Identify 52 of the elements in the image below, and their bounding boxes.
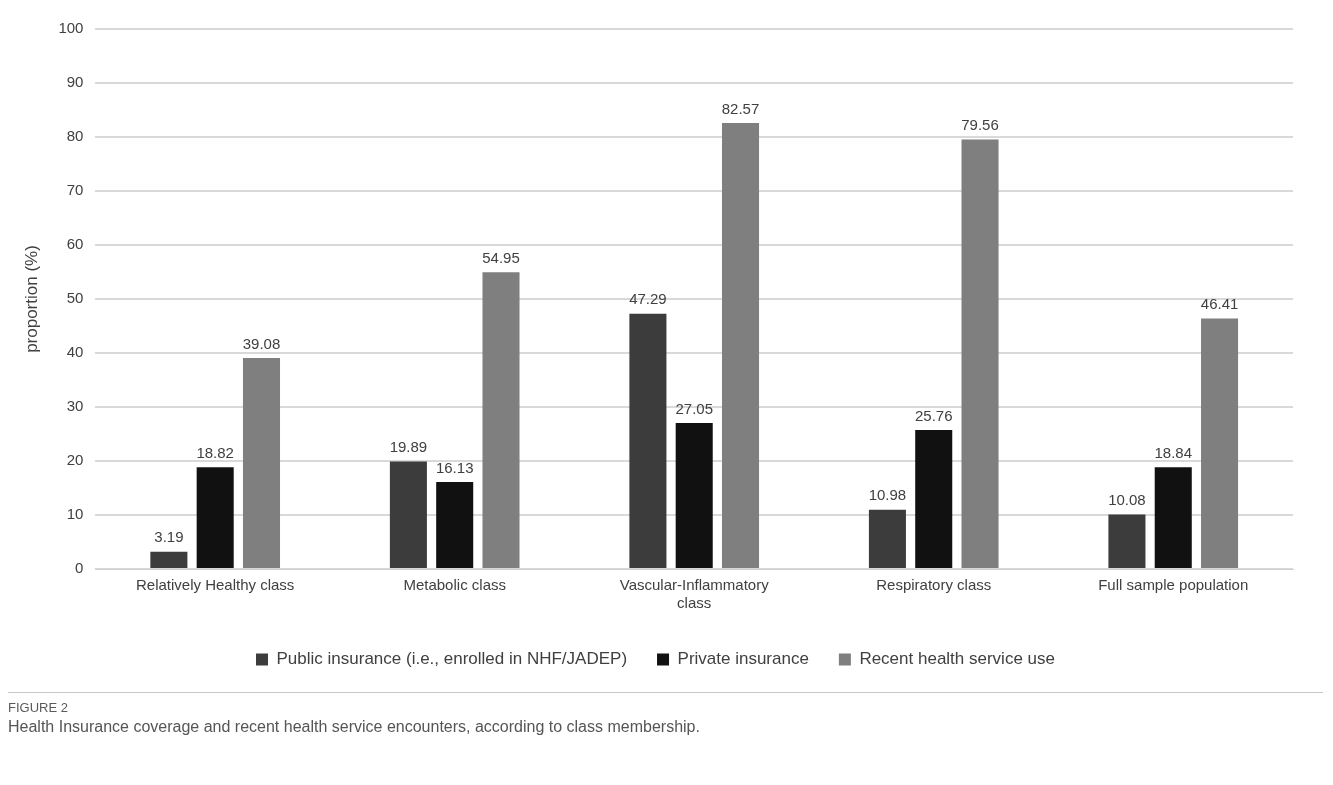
data-label: 46.41 — [1200, 295, 1239, 313]
data-label: 3.19 — [154, 528, 184, 546]
y-tick-label: 0 — [75, 559, 84, 577]
y-tick-label: 40 — [66, 343, 84, 361]
data-label: 47.29 — [629, 290, 667, 308]
y-tick-label: 100 — [58, 19, 84, 37]
legend-label: Public insurance (i.e., enrolled in NHF/JADEP) — [276, 649, 628, 669]
y-tick-label: 80 — [66, 127, 84, 145]
bar — [436, 481, 474, 568]
bar — [1201, 318, 1239, 568]
x-tick-label: Full sample population — [1098, 576, 1249, 594]
bar — [1108, 514, 1146, 568]
data-label: 54.95 — [482, 248, 520, 266]
x-tick-label: Metabolic class — [403, 576, 506, 594]
x-tick-label: Respiratory class — [876, 576, 992, 594]
bar — [389, 461, 427, 568]
y-tick-label: 70 — [66, 181, 84, 199]
data-label: 10.98 — [868, 486, 907, 504]
data-label: 19.89 — [389, 438, 428, 456]
y-tick-label: 30 — [66, 397, 84, 415]
caption: FIGURE 2 — [8, 700, 69, 715]
data-label: 18.82 — [196, 444, 234, 462]
legend-label: Recent health service use — [859, 649, 1055, 669]
bar — [915, 429, 953, 568]
x-tick-label: Vascular-Inflammatory class — [619, 576, 770, 612]
bar — [1154, 467, 1192, 568]
y-tick-label: 50 — [66, 289, 84, 307]
bar — [629, 313, 667, 568]
y-tick-label: 20 — [66, 451, 84, 469]
data-label: 27.05 — [675, 399, 713, 417]
bar — [196, 467, 234, 568]
data-label: 25.76 — [914, 406, 953, 424]
bar — [722, 123, 760, 568]
y-axis-title: proportion (%) — [21, 245, 41, 353]
data-label: 16.13 — [435, 458, 474, 476]
data-label: 79.56 — [961, 116, 999, 134]
data-label: 82.57 — [721, 99, 760, 117]
x-tick-label: Relatively Healthy class — [135, 576, 295, 594]
bar — [868, 509, 906, 568]
bar — [961, 139, 999, 568]
y-tick-label: 60 — [66, 235, 84, 253]
legend-label: Private insurance — [677, 649, 809, 669]
text: Health Insurance coverage and recent health service encounters, according to class membership. — [8, 718, 701, 736]
bar — [150, 551, 188, 568]
y-tick-label: 90 — [66, 73, 84, 91]
bar — [242, 357, 281, 568]
data-label: 18.84 — [1154, 443, 1193, 461]
data-label: 10.08 — [1108, 491, 1146, 509]
data-label: 39.08 — [242, 334, 281, 352]
y-tick-label: 10 — [66, 505, 84, 523]
bar — [482, 272, 520, 568]
bar — [675, 422, 713, 568]
